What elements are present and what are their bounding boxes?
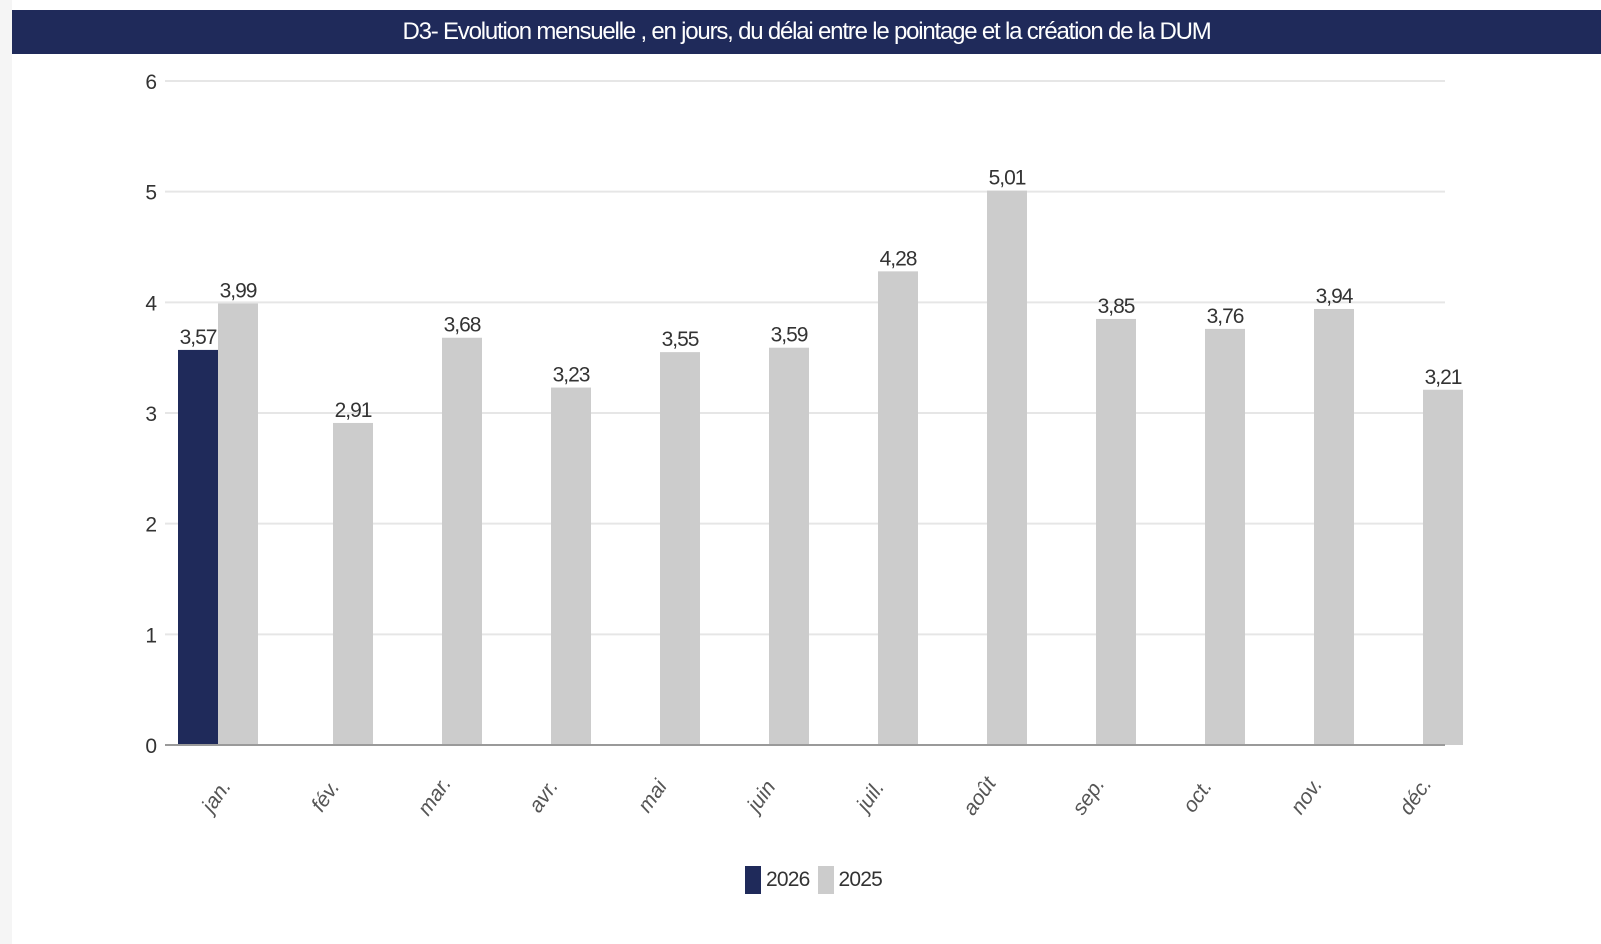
bar-2025-8[interactable]: [1096, 319, 1136, 745]
bar-2025-11[interactable]: [1423, 390, 1463, 745]
data-labels: 3,57 3,99 2,91 3,68 3,23 3,55 3,59 4,28 5,01 3,85…: [180, 167, 1462, 422]
bar-2025-7[interactable]: [987, 191, 1027, 745]
bar-2025-6[interactable]: [878, 271, 918, 745]
data-label-2025-10: 3,94: [1316, 285, 1354, 308]
data-label-2025-8: 3,85: [1098, 295, 1135, 318]
data-label-2025-1: 2,91: [335, 399, 372, 422]
x-tick-label: juin: [741, 776, 780, 818]
x-tick-label: fév.: [307, 776, 344, 816]
x-tick-label: nov.: [1286, 774, 1327, 818]
data-label-2025-9: 3,76: [1207, 305, 1244, 328]
data-label-2025-4: 3,55: [662, 328, 699, 351]
y-tick-label: 3: [145, 403, 157, 426]
legend-label-2026: 2026: [766, 868, 810, 892]
legend-swatch-2025: [818, 866, 834, 894]
bars: [178, 191, 1463, 745]
bar-2025-4[interactable]: [660, 352, 700, 745]
x-tick-label: oct.: [1179, 776, 1217, 817]
data-label-2025-11: 3,21: [1425, 366, 1462, 389]
y-axis-ticks: 0 1 2 3 4 5 6: [145, 71, 157, 758]
x-tick-label: jan.: [196, 776, 236, 819]
legend-label-2025: 2025: [839, 868, 883, 892]
y-tick-label: 1: [145, 624, 157, 647]
data-label-2025-7: 5,01: [989, 167, 1026, 190]
x-tick-label: avr.: [524, 776, 562, 817]
legend-swatch-2026: [745, 866, 761, 894]
chart-legend: 2026 2025: [745, 866, 890, 894]
data-label-2025-3: 3,23: [553, 364, 590, 387]
x-tick-label: août: [959, 772, 1002, 820]
bar-2025-9[interactable]: [1205, 329, 1245, 745]
y-tick-label: 5: [145, 182, 157, 205]
bar-2025-3[interactable]: [551, 388, 591, 745]
bar-2025-0[interactable]: [218, 303, 258, 745]
y-tick-label: 0: [145, 735, 157, 758]
legend-item-2025[interactable]: 2025: [818, 866, 883, 894]
x-axis-ticks: jan. fév. mar. avr. mai juin juil. août sep. oct.…: [165, 745, 1445, 820]
y-tick-label: 6: [145, 71, 157, 94]
bar-2025-2[interactable]: [442, 338, 482, 745]
bar-2025-1[interactable]: [333, 423, 373, 745]
bar-2025-10[interactable]: [1314, 309, 1354, 745]
y-tick-label: 2: [145, 514, 157, 537]
x-tick-label: mai: [634, 775, 673, 817]
bar-2026-0[interactable]: [178, 350, 218, 745]
x-tick-label: juil.: [850, 777, 889, 818]
x-tick-label: sep.: [1068, 773, 1110, 819]
bar-2025-5[interactable]: [769, 348, 809, 745]
y-tick-label: 4: [145, 292, 157, 315]
data-label-2025-5: 3,59: [771, 324, 808, 347]
data-label-2025-6: 4,28: [880, 247, 917, 270]
data-label-2025-2: 3,68: [444, 314, 481, 337]
data-label-2025-0: 3,99: [220, 279, 257, 302]
x-tick-label: mar.: [413, 773, 455, 820]
data-label-2026-0: 3,57: [180, 326, 217, 349]
legend-item-2026[interactable]: 2026: [745, 866, 810, 894]
x-tick-label: déc.: [1395, 773, 1437, 819]
